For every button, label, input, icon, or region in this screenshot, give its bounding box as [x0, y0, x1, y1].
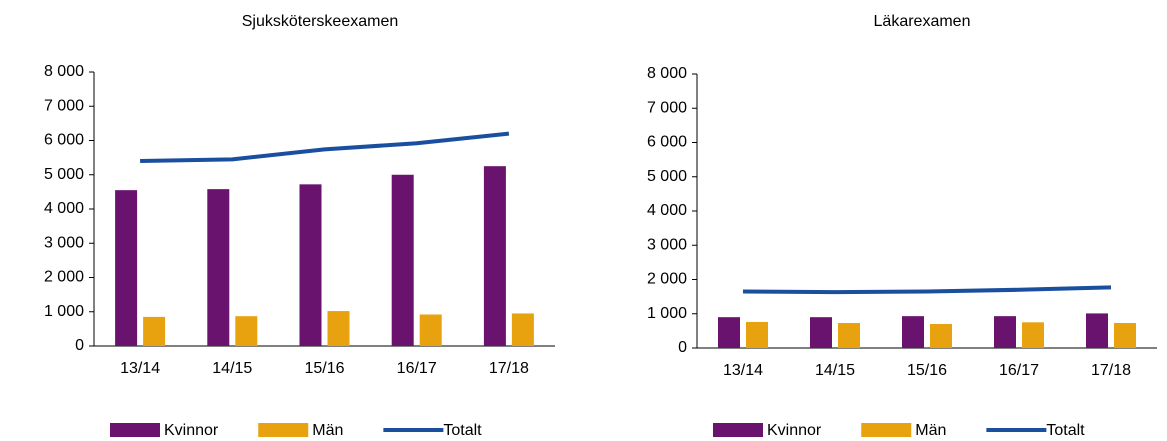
bar	[391, 174, 414, 346]
bar	[1086, 313, 1108, 348]
chart-title: Läkarexamen	[874, 13, 971, 30]
y-tick-label: 2 000	[647, 271, 687, 288]
x-tick-label: 17/18	[489, 360, 529, 377]
x-tick-label: 15/16	[304, 360, 344, 377]
line	[742, 285, 1112, 295]
legend-swatch	[258, 423, 309, 437]
x-tick-label: 13/14	[120, 360, 160, 377]
bar	[483, 166, 506, 346]
legend-swatch	[110, 423, 160, 437]
y-tick-label: 3 000	[44, 234, 84, 251]
x-tick-label: 14/15	[815, 362, 855, 379]
y-tick-label: 3 000	[647, 236, 687, 253]
y-tick-label: 6 000	[647, 134, 687, 151]
y-tick-label: 4 000	[647, 202, 687, 219]
bar	[207, 189, 230, 346]
y-tick-label: 1 000	[647, 305, 687, 322]
chart: Läkarexamen 0 1 000 2 000 3 000 4 000 5 000 6 0…	[647, 13, 1157, 439]
y-tick-label: 7 000	[647, 99, 687, 116]
x-tick-label: 17/18	[1091, 362, 1131, 379]
bar	[994, 316, 1016, 348]
legend-label: Kvinnor	[164, 422, 219, 439]
legend-label: Kvinnor	[767, 422, 822, 439]
bar	[299, 184, 322, 346]
bar	[838, 322, 860, 348]
bar	[902, 316, 924, 348]
chart-title: Sjuksköterskeexamen	[242, 13, 399, 30]
bar	[1022, 322, 1044, 348]
chart: Sjuksköterskeexamen 0 1 000 2 000 3 000 4 000…	[44, 13, 555, 439]
y-tick-label: 7 000	[44, 97, 84, 114]
y-tick-label: 2 000	[44, 269, 84, 286]
legend-label: Män	[915, 422, 946, 439]
bar	[143, 316, 166, 346]
y-tick-label: 6 000	[44, 132, 84, 149]
bar	[1114, 322, 1136, 348]
bar	[718, 317, 740, 348]
x-tick-label: 14/15	[212, 360, 252, 377]
bar	[235, 316, 258, 346]
legend-label: Män	[312, 422, 343, 439]
bar	[327, 311, 350, 346]
y-tick-label: 5 000	[44, 166, 84, 183]
bar	[115, 190, 138, 346]
x-tick-label: 13/14	[723, 362, 763, 379]
bar	[930, 324, 952, 348]
bar	[746, 321, 768, 348]
x-tick-label: 16/17	[397, 360, 437, 377]
legend-label: Totalt	[1046, 422, 1085, 439]
y-tick-label: 4 000	[44, 200, 84, 217]
legend-swatch	[861, 423, 912, 437]
y-tick-label: 1 000	[44, 303, 84, 320]
bar	[511, 313, 534, 346]
legend-label: Totalt	[443, 422, 482, 439]
y-tick-label: 0	[75, 337, 84, 354]
y-tick-label: 0	[678, 339, 687, 356]
line	[140, 131, 510, 164]
bar	[810, 317, 832, 348]
y-tick-label: 8 000	[647, 65, 687, 82]
y-tick-label: 5 000	[647, 168, 687, 185]
bar	[419, 314, 442, 346]
legend-swatch	[713, 423, 763, 437]
x-tick-label: 16/17	[999, 362, 1039, 379]
y-tick-label: 8 000	[44, 63, 84, 80]
x-tick-label: 15/16	[907, 362, 947, 379]
